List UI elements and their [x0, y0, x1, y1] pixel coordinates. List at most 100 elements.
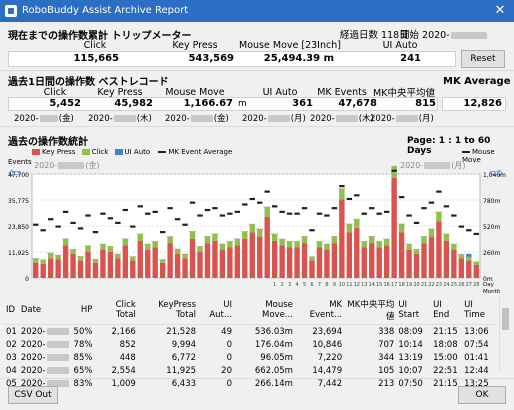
best-uiauto-label: UI Auto	[262, 87, 298, 98]
click-bar	[413, 249, 420, 255]
mouse-move-mark	[159, 231, 166, 234]
ok-button[interactable]: OK	[458, 386, 506, 404]
keypress-bar	[219, 249, 226, 278]
divider	[0, 126, 514, 127]
x-tick-label: 27	[466, 282, 472, 288]
mouse-move-mark	[212, 207, 218, 210]
click-bar	[167, 236, 173, 244]
x-tick-label: 12	[354, 282, 360, 288]
click-bar	[257, 228, 263, 237]
click-bar	[406, 243, 412, 250]
keypress-bar	[137, 240, 143, 278]
table-cell: 08:09	[398, 326, 423, 337]
mouse-move-mark	[189, 201, 196, 204]
table-cell: 105	[378, 365, 395, 376]
table-cell: 2020-	[19, 325, 72, 339]
y2-tick-label: 520m	[483, 224, 500, 231]
column-header[interactable]: Mouse Move...	[234, 296, 295, 325]
best-mkmedian-label: MK中央平均値	[373, 88, 435, 99]
x-tick-label: 28	[473, 282, 479, 288]
keypress-bar	[55, 259, 61, 278]
legend-mousemove: Mouse Move	[462, 148, 495, 164]
left-date: 2020- (金)	[34, 161, 100, 170]
keypress-bar	[145, 249, 151, 278]
table-row[interactable]: 02 2020- 78% 852 9,994 0 176.04m 10,846 707 10:14…	[4, 338, 497, 351]
table-cell: 21:15	[433, 378, 458, 389]
column-header[interactable]: HP	[71, 296, 95, 325]
x-tick-label: 20	[413, 282, 419, 288]
column-header[interactable]: MK Event...	[294, 296, 345, 325]
column-header[interactable]: Date	[18, 296, 72, 325]
click-bar	[115, 254, 121, 259]
trip-uiauto-label: UI Auto	[382, 40, 418, 51]
table-row[interactable]: 05 2020- 83% 1,009 6,433 0 266.14m 7,442 213 07:5…	[4, 377, 497, 390]
window-title: RoboBuddy Assist Archive Report	[22, 5, 189, 16]
table-scrollbar[interactable]	[499, 296, 511, 372]
best-mkevents-value: 47,678	[338, 98, 377, 109]
click-bar	[369, 236, 375, 244]
keypress-bar	[369, 243, 375, 278]
table-row[interactable]: 03 2020- 85% 448 6,772 0 96.05m 7,220 344 13:19 15…	[4, 351, 497, 364]
mouse-move-mark	[100, 212, 106, 215]
keypress-bar	[77, 260, 84, 278]
legend-click: Click	[91, 148, 109, 156]
y-tick-label: 47,700	[8, 172, 29, 179]
column-header[interactable]: UI Time	[462, 296, 497, 325]
mouse-move-mark	[361, 212, 367, 215]
mouse-move-mark	[70, 221, 76, 224]
next-page-arrow[interactable]: ⇨	[490, 163, 504, 182]
table-cell: 11,925	[166, 365, 197, 376]
column-header[interactable]: MK中央平均値	[344, 296, 397, 325]
keypress-bar	[413, 254, 420, 278]
table-row[interactable]: 04 2020- 65% 2,554 11,925 20 662.05m 14,479 105 1…	[4, 364, 497, 377]
keypress-bar	[115, 258, 121, 278]
keypress-bar	[100, 249, 106, 278]
column-header[interactable]: Click Total	[94, 296, 138, 325]
y-tick-label: 35,775	[8, 198, 29, 205]
column-header[interactable]: UI Aut...	[198, 296, 234, 325]
keypress-bar	[406, 249, 412, 278]
keypress-bar	[227, 247, 233, 278]
csv-out-button[interactable]: CSV Out	[8, 386, 58, 404]
mouse-move-mark	[242, 203, 248, 206]
mouse-move-mark	[204, 208, 211, 212]
x-tick-label: 11	[346, 282, 352, 288]
prev-page-arrow[interactable]: ⇦	[8, 163, 22, 182]
table-body: 01 2020- 50% 2,166 21,528 49 536.03m 23,694 338 0…	[4, 325, 497, 391]
column-header[interactable]: UI End	[431, 296, 463, 325]
click-bar	[70, 249, 76, 255]
table-cell: 2020-	[19, 377, 72, 390]
scrollbar-thumb[interactable]	[502, 308, 509, 330]
click-bar	[137, 233, 143, 241]
y2-tick-label: 1,040m	[483, 172, 506, 179]
close-icon[interactable]: ✕	[494, 3, 506, 18]
stats-heading: 過去の操作数統計	[8, 137, 88, 148]
mk-average-box: 12,826	[442, 97, 506, 111]
y2-tick-label: 780m	[483, 198, 500, 205]
best-click-label: Click	[43, 87, 67, 98]
column-header[interactable]: KeyPress Total	[137, 296, 199, 325]
mouse-move-mark	[92, 231, 99, 234]
column-header[interactable]: ID	[4, 296, 19, 325]
click-bar	[264, 206, 270, 217]
reset-button[interactable]: Reset	[461, 50, 505, 68]
best-mousemove-unit: m	[238, 99, 247, 109]
table-cell: 18:08	[433, 339, 458, 350]
click-bar	[354, 219, 360, 228]
best-mkmedian-date: 2020- (月)	[370, 114, 434, 124]
column-header[interactable]: UI Start	[396, 296, 432, 325]
best-uiauto-value: 361	[292, 98, 313, 109]
y-tick-label: 23,850	[8, 224, 29, 231]
keypress-bar	[376, 247, 382, 278]
table-cell: 0	[226, 339, 232, 350]
table-row[interactable]: 01 2020- 50% 2,166 21,528 49 536.03m 23,694 338 0…	[4, 325, 497, 339]
table-cell: 662.05m	[254, 365, 293, 376]
keypress-bar	[47, 258, 54, 278]
legend-uiauto-swatch	[114, 149, 123, 155]
table-cell: 7,442	[317, 378, 343, 389]
click-bar	[100, 243, 106, 250]
table-cell: 6,433	[171, 378, 197, 389]
click-bar	[294, 241, 300, 248]
keypress-bar	[85, 251, 91, 278]
best-heading: 過去1日間の操作数 ベストレコード	[8, 77, 169, 88]
